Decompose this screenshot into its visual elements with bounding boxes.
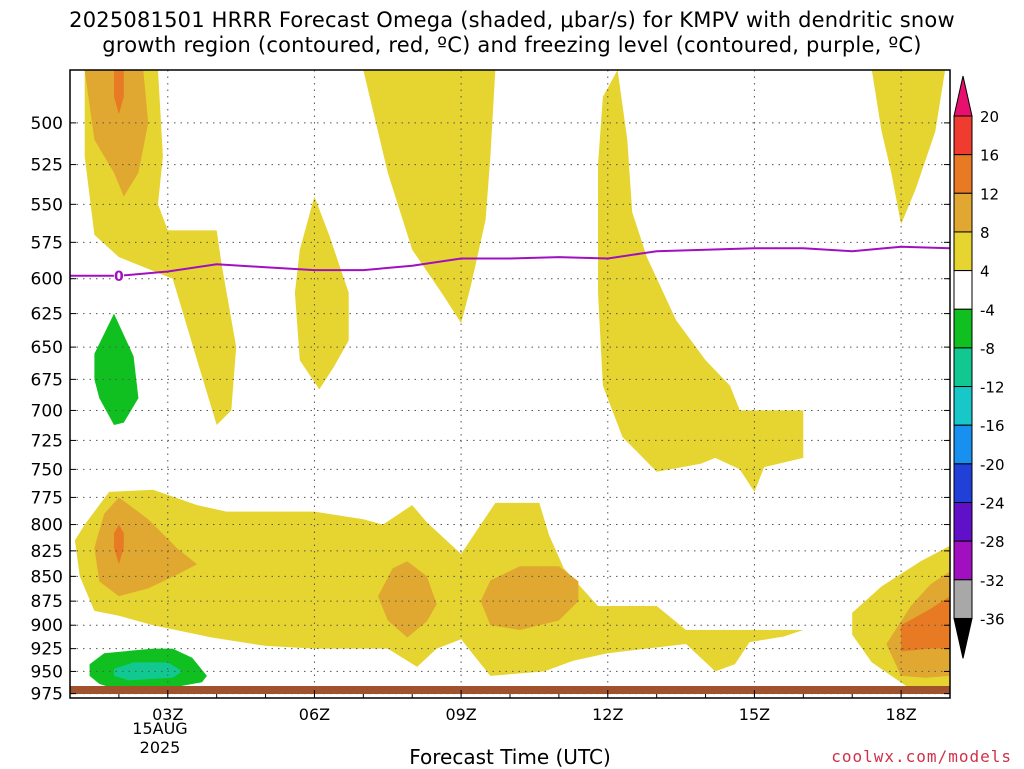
omega-region-14 [901, 596, 950, 652]
x-tick-label-09Z: 09Z [445, 705, 476, 724]
omega-region-8 [94, 497, 198, 597]
y-tick-label-825: 825 [31, 542, 63, 562]
omega-region-9 [378, 561, 437, 638]
colorbar-band-4 [953, 231, 973, 272]
x-tick-label-03Z: 03Z [152, 705, 183, 724]
colorbar-label-0: 20 [980, 108, 999, 126]
y-tick-label-550: 550 [31, 195, 63, 215]
y-tick-label-675: 675 [31, 370, 63, 390]
grid-layer [70, 70, 950, 698]
colorbar-label-2: 12 [980, 185, 999, 203]
colorbar-label-6: -8 [980, 340, 995, 358]
ground-strip [70, 686, 950, 694]
colorbar-label-13: -36 [980, 610, 1005, 628]
y-tick-label-625: 625 [31, 305, 63, 325]
omega-region-2 [363, 70, 496, 324]
colorbar-top-arrow [953, 75, 973, 117]
colorbar-band-8 [953, 386, 973, 426]
chart-title-line-1: 2025081501 HRRR Forecast Omega (shaded, … [69, 8, 955, 32]
colorbar-label-3: 8 [980, 224, 990, 242]
date-label-day: 15AUG [132, 719, 188, 738]
y-tick-label-500: 500 [31, 114, 63, 134]
colorbar-band-9 [953, 424, 973, 465]
x-axis-label: Forecast Time (UTC) [409, 745, 611, 769]
omega-region-5 [74, 489, 804, 676]
x-tick-label-15Z: 15Z [739, 705, 770, 724]
y-tick-label-850: 850 [31, 567, 63, 587]
colorbar-band-1 [953, 115, 973, 156]
x-tick-label-18Z: 18Z [885, 705, 916, 724]
y-tick-label-975: 975 [31, 685, 63, 705]
colorbar-bottom-arrow [953, 617, 973, 659]
colorbar-band-2 [953, 154, 973, 194]
colorbar-band-11 [953, 502, 973, 542]
freezing-level-label: 0 [114, 269, 124, 285]
omega-region-10 [480, 566, 579, 630]
y-tick-label-700: 700 [31, 401, 63, 421]
y-tick-label-900: 900 [31, 616, 63, 636]
site-credit: coolwx.com/models [831, 747, 1012, 766]
y-tick-label-925: 925 [31, 640, 63, 660]
omega-region-15 [94, 313, 139, 425]
colorbar-label-11: -28 [980, 533, 1005, 551]
x-axis: 03Z 06Z 09Z 12Z 15Z 18Z [69, 690, 951, 724]
colorbar-label-5: -4 [980, 301, 995, 319]
freezing-level-line [70, 245, 950, 277]
colorbar: 20 16 12 8 4 -4 -8 -12 -16 -20 -24 -28 -32 -36 [953, 75, 1005, 659]
colorbar-band-7 [953, 347, 973, 388]
colorbar-label-4: 4 [980, 263, 990, 281]
y-axis: 500 525 550 575 600 625 650 675 700 725 750 775 800 8… [31, 114, 950, 705]
colorbar-label-8: -16 [980, 417, 1005, 435]
freezing-level-label-bg [113, 267, 124, 284]
x-tick-label-06Z: 06Z [299, 705, 330, 724]
y-tick-label-775: 775 [31, 488, 63, 508]
colorbar-band-10 [953, 463, 973, 504]
y-tick-label-725: 725 [31, 431, 63, 451]
omega-region-4 [871, 70, 946, 225]
colorbar-label-9: -20 [980, 456, 1005, 474]
omega-region-12 [114, 70, 124, 115]
colorbar-band-6 [953, 308, 973, 349]
y-tick-label-650: 650 [31, 338, 63, 358]
colorbar-label-1: 16 [980, 147, 999, 165]
y-tick-label-600: 600 [31, 270, 63, 290]
colorbar-band-3 [953, 192, 973, 233]
omega-shading-layer [74, 70, 950, 691]
chart-title-line-2: growth region (contoured, red, ºC) and f… [102, 33, 922, 57]
x-tick-label-12Z: 12Z [592, 705, 623, 724]
colorbar-label-10: -24 [980, 495, 1005, 513]
colorbar-label-7: -12 [980, 379, 1005, 397]
omega-region-7 [84, 70, 149, 197]
freezing-level-layer: 0 [70, 245, 950, 285]
y-tick-label-575: 575 [31, 233, 63, 253]
y-tick-label-525: 525 [31, 156, 63, 176]
date-label-year: 2025 [139, 738, 181, 757]
omega-region-3 [598, 70, 804, 492]
colorbar-band-12 [953, 540, 973, 581]
colorbar-label-12: -32 [980, 572, 1005, 590]
y-tick-label-875: 875 [31, 592, 63, 612]
colorbar-band-5 [953, 270, 973, 310]
y-tick-label-800: 800 [31, 516, 63, 536]
y-tick-label-750: 750 [31, 460, 63, 480]
colorbar-band-13 [953, 579, 973, 619]
omega-region-13 [114, 524, 124, 565]
y-tick-label-950: 950 [31, 662, 63, 682]
omega-region-1 [294, 196, 349, 390]
